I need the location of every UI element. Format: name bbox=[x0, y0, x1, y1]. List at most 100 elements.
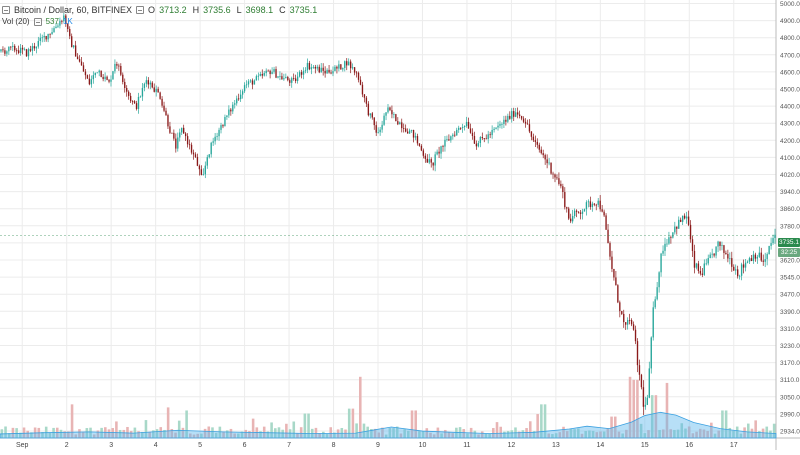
candle-body bbox=[17, 50, 20, 53]
volume-bar bbox=[92, 434, 96, 438]
x-tick-label: 9 bbox=[376, 442, 380, 449]
volume-bar bbox=[74, 434, 78, 438]
candle-body bbox=[662, 250, 664, 254]
candle-body bbox=[511, 111, 513, 119]
ohlc-low-label: L bbox=[236, 5, 242, 15]
candle-body bbox=[59, 21, 61, 26]
candle-body bbox=[306, 62, 309, 71]
candle-body bbox=[648, 368, 650, 398]
candle-body bbox=[45, 35, 47, 40]
collapse-icon[interactable] bbox=[2, 6, 10, 14]
candle-body bbox=[29, 49, 32, 51]
candle-body bbox=[518, 114, 521, 116]
volume-bar bbox=[122, 429, 126, 438]
volume-bar bbox=[144, 420, 148, 438]
candle-body bbox=[654, 299, 656, 308]
candle-body bbox=[226, 115, 228, 118]
volume-bar bbox=[772, 423, 776, 438]
candle-body bbox=[357, 72, 360, 80]
candle-body bbox=[609, 243, 611, 257]
candle-body bbox=[593, 203, 595, 205]
candle-body bbox=[762, 260, 764, 262]
y-tick-label: 3780.0 bbox=[780, 223, 800, 230]
y-tick-label: 4300.0 bbox=[780, 121, 800, 128]
volume-bar bbox=[96, 430, 100, 438]
volume-bar bbox=[455, 427, 458, 438]
ohlc-high-label: H bbox=[192, 5, 200, 15]
volume-bar bbox=[650, 395, 654, 438]
volume-bar bbox=[488, 433, 491, 438]
ohlc-high-value: 3735.6 bbox=[203, 5, 231, 15]
candle-body bbox=[391, 110, 393, 115]
candle-body bbox=[243, 85, 246, 92]
settings-icon[interactable] bbox=[136, 6, 145, 14]
candle-body bbox=[84, 71, 87, 76]
volume-settings-icon[interactable] bbox=[33, 17, 42, 26]
candle-body bbox=[296, 76, 299, 82]
candle-body bbox=[285, 76, 287, 79]
candle-body bbox=[320, 67, 322, 73]
candle-body bbox=[507, 115, 509, 122]
candle-body bbox=[277, 76, 279, 78]
candle-body bbox=[336, 66, 338, 69]
candle-body bbox=[607, 229, 609, 244]
volume-bar bbox=[684, 428, 687, 438]
legend-main: Bitcoin / Dollar, 60, BITFINEX O 3713.2 H… bbox=[2, 5, 319, 15]
volume-bar bbox=[558, 432, 562, 438]
candle-body bbox=[6, 51, 8, 54]
volume-bar bbox=[632, 379, 636, 438]
volume-bar bbox=[370, 429, 373, 438]
volume-bar bbox=[717, 430, 721, 438]
candle-body bbox=[562, 186, 564, 193]
candle-body bbox=[520, 115, 523, 119]
volume-bar bbox=[669, 429, 672, 438]
candle-body bbox=[218, 129, 220, 137]
candle-body bbox=[709, 254, 711, 259]
candle-body bbox=[615, 277, 617, 286]
candle-body bbox=[703, 263, 705, 275]
candle-body bbox=[153, 87, 155, 92]
x-tick-label: Sep bbox=[16, 442, 29, 449]
candle-body bbox=[120, 65, 122, 75]
volume-bar bbox=[200, 433, 203, 438]
candle-body bbox=[758, 252, 760, 257]
y-tick-label: 3170.0 bbox=[780, 360, 800, 367]
candle-body bbox=[167, 115, 169, 127]
volume-bar bbox=[270, 422, 273, 438]
y-tick-label: 4900.0 bbox=[780, 18, 800, 25]
volume-bar bbox=[351, 408, 355, 438]
symbol-title: Bitcoin / Dollar, 60, BITFINEX bbox=[14, 5, 133, 15]
volume-bar bbox=[691, 433, 695, 438]
candle-body bbox=[247, 81, 250, 85]
candle-body bbox=[373, 117, 375, 126]
candle-body bbox=[159, 92, 161, 99]
candle-body bbox=[118, 65, 120, 67]
candle-body bbox=[461, 126, 464, 128]
candle-body bbox=[25, 49, 28, 57]
candle-body bbox=[617, 285, 619, 303]
candle-body bbox=[495, 127, 497, 129]
candle-body bbox=[766, 254, 768, 260]
volume-bar bbox=[41, 432, 44, 438]
candle-body bbox=[175, 138, 177, 149]
candle-body bbox=[53, 28, 55, 33]
candle-body bbox=[57, 25, 59, 27]
candle-body bbox=[452, 134, 454, 137]
candle-body bbox=[729, 258, 731, 259]
volume-bar bbox=[528, 421, 532, 438]
volume-bar bbox=[569, 428, 573, 438]
candle-body bbox=[4, 50, 6, 54]
volume-bar bbox=[547, 433, 551, 438]
volume-bar bbox=[240, 431, 244, 438]
candle-body bbox=[43, 35, 45, 38]
volume-bar bbox=[750, 428, 754, 438]
volume-bar bbox=[30, 432, 33, 438]
candle-body bbox=[338, 64, 340, 69]
candle-body bbox=[47, 33, 49, 40]
candle-body bbox=[564, 192, 566, 208]
candle-body bbox=[705, 263, 707, 265]
candle-body bbox=[756, 256, 759, 259]
candle-body bbox=[458, 127, 460, 130]
